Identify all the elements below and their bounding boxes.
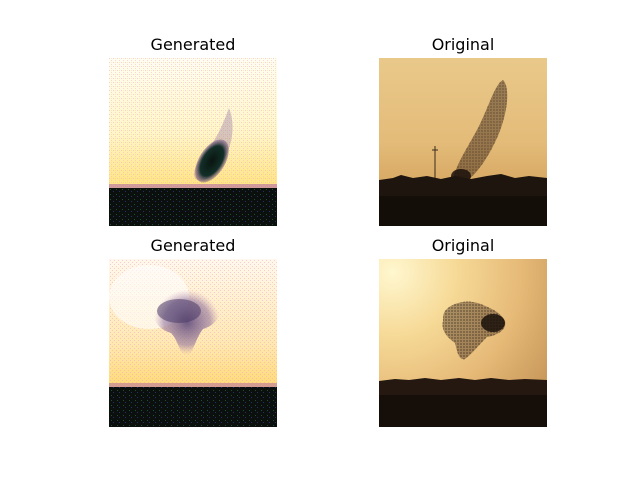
original-image-2 [379, 259, 547, 427]
generated-image-1 [109, 58, 277, 226]
panel-title: Original [431, 236, 495, 255]
panel-title: Original [431, 35, 495, 54]
panel-title: Generated [150, 236, 236, 255]
generated-image-2 [109, 259, 277, 427]
panel-title: Generated [150, 35, 236, 54]
original-image-1 [379, 58, 547, 226]
